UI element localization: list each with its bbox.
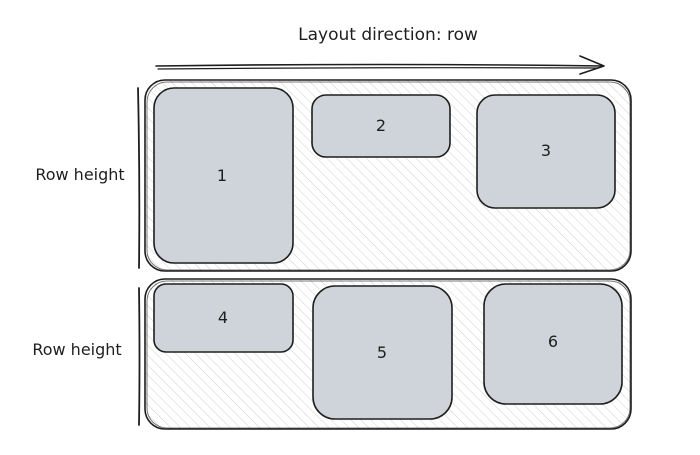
item-3-label: 3 xyxy=(541,141,551,160)
item-1-label: 1 xyxy=(217,166,227,185)
row2-height-label: Row height xyxy=(32,340,121,359)
item-6-label: 6 xyxy=(548,332,558,351)
item-5: 5 xyxy=(312,285,453,420)
item-6: 6 xyxy=(483,283,623,405)
item-3: 3 xyxy=(476,94,616,209)
item-1: 1 xyxy=(153,87,294,264)
row1-height-label: Row height xyxy=(35,165,124,184)
item-2: 2 xyxy=(311,94,451,158)
item-4-label: 4 xyxy=(218,308,228,327)
direction-arrow xyxy=(155,55,605,75)
row1-height-bracket xyxy=(137,87,141,269)
item-2-label: 2 xyxy=(376,116,386,135)
item-4: 4 xyxy=(153,283,294,353)
diagram-title: Layout direction: row xyxy=(298,25,478,45)
item-5-label: 5 xyxy=(377,343,387,362)
row2-height-bracket xyxy=(138,287,141,426)
